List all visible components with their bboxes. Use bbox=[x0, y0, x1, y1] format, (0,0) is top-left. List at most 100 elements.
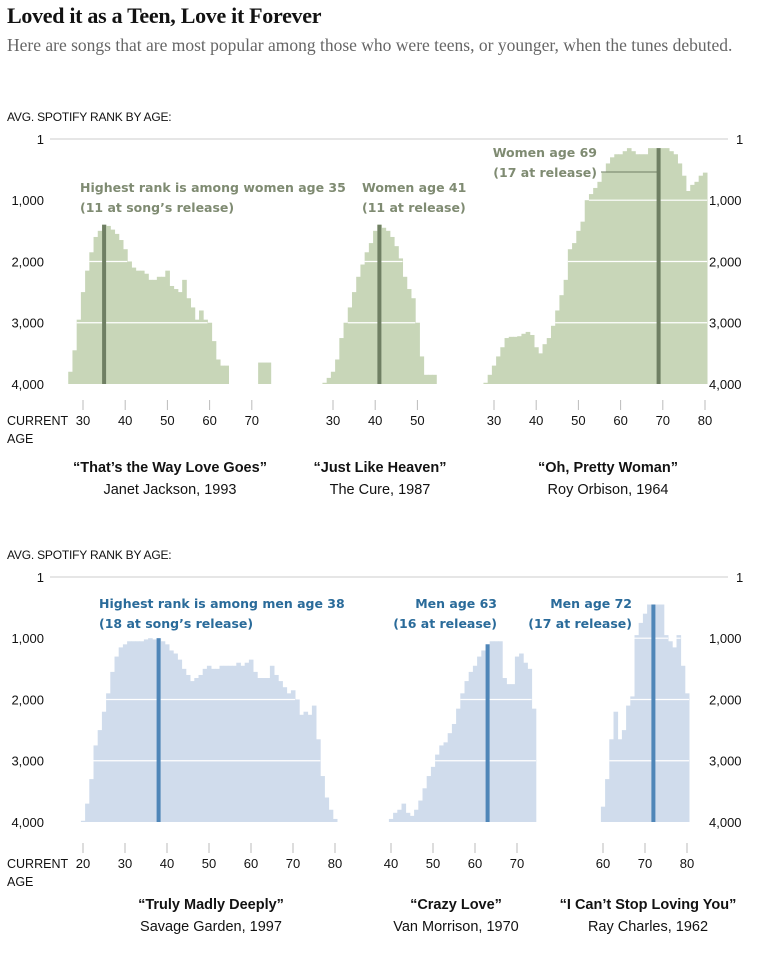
bar-age-31 bbox=[496, 356, 501, 384]
x-tick-label: 40 bbox=[384, 856, 398, 871]
bar-age-54 bbox=[182, 279, 187, 384]
bar-age-65 bbox=[621, 730, 627, 822]
bar-age-56 bbox=[190, 307, 196, 384]
bar-age-43 bbox=[546, 338, 552, 384]
bar-age-49 bbox=[426, 776, 432, 822]
x-tick-label: 70 bbox=[286, 856, 300, 871]
bar-age-39 bbox=[368, 243, 374, 384]
bar-age-48 bbox=[406, 289, 412, 384]
y-tick-label: 2,000 bbox=[11, 254, 44, 269]
bar-age-61 bbox=[211, 341, 217, 384]
bar-age-33 bbox=[504, 338, 510, 384]
bar-age-60 bbox=[248, 659, 254, 822]
song-artist: Van Morrison, 1970 bbox=[393, 919, 518, 935]
y-tick-label: 2,000 bbox=[11, 692, 44, 707]
bar-age-44 bbox=[405, 812, 411, 822]
bar-age-49 bbox=[572, 243, 577, 384]
bar-age-58 bbox=[610, 157, 615, 384]
bar-age-32 bbox=[500, 347, 505, 384]
x-axis-title: AGE bbox=[7, 875, 33, 889]
section-label-men: AVG. SPOTIFY RANK BY AGE: bbox=[7, 548, 172, 562]
bar-age-63 bbox=[631, 151, 636, 384]
bar-age-32 bbox=[339, 338, 344, 384]
annotation-line-1: Men age 72 bbox=[550, 596, 632, 611]
bar-age-36 bbox=[356, 276, 361, 384]
x-tick-label: 60 bbox=[613, 413, 627, 428]
bar-age-73 bbox=[673, 154, 678, 384]
bar-age-39 bbox=[118, 240, 124, 384]
bar-age-78 bbox=[324, 797, 330, 822]
x-tick-label: 50 bbox=[410, 413, 424, 428]
bar-age-63 bbox=[613, 711, 619, 822]
y-axis-right-women: 1 1,000 2,000 3,000 4,000 bbox=[709, 132, 743, 392]
bar-age-58 bbox=[464, 681, 470, 822]
bar-age-33 bbox=[343, 322, 349, 384]
x-tick-label: 50 bbox=[426, 856, 440, 871]
bar-age-21 bbox=[85, 803, 90, 822]
bar-age-20 bbox=[80, 820, 86, 822]
bar-age-53 bbox=[177, 292, 183, 384]
bar-age-68 bbox=[652, 148, 657, 384]
annotation-line-2: (11 at song’s release) bbox=[80, 200, 234, 215]
bar-age-71 bbox=[647, 604, 652, 822]
x-tick-label: 40 bbox=[368, 413, 382, 428]
bar-age-60 bbox=[207, 322, 213, 384]
bar-age-49 bbox=[202, 668, 208, 822]
bar-age-63 bbox=[261, 678, 267, 822]
bar-age-47 bbox=[402, 276, 408, 384]
bar-age-51 bbox=[419, 356, 425, 384]
bar-age-30 bbox=[330, 371, 336, 384]
bar-age-55 bbox=[597, 181, 603, 384]
song-artist: Janet Jackson, 1993 bbox=[103, 482, 236, 498]
bar-age-64 bbox=[635, 154, 640, 384]
bar-age-75 bbox=[681, 175, 687, 384]
bar-age-39 bbox=[160, 641, 166, 822]
bar-age-43 bbox=[135, 270, 141, 384]
bar-age-52 bbox=[173, 289, 179, 384]
bar-age-55 bbox=[227, 665, 233, 822]
song-title: “That’s the Way Love Goes” bbox=[73, 460, 267, 476]
x-tick-label: 60 bbox=[596, 856, 610, 871]
bar-age-58 bbox=[240, 665, 246, 822]
bar-age-44 bbox=[139, 270, 145, 384]
bar-age-53 bbox=[219, 665, 225, 822]
bar-age-51 bbox=[169, 285, 175, 384]
bar-age-44 bbox=[181, 668, 187, 822]
bar-age-56 bbox=[232, 665, 237, 822]
bar-age-66 bbox=[498, 641, 503, 822]
x-tick-label: 80 bbox=[328, 856, 342, 871]
annotation-line-2: (17 at release) bbox=[528, 616, 632, 631]
bar-age-54 bbox=[447, 733, 453, 822]
bar-age-60 bbox=[472, 665, 478, 822]
bar-age-79 bbox=[698, 175, 704, 384]
bar-age-62 bbox=[481, 650, 486, 822]
x-tick-label: 70 bbox=[510, 856, 524, 871]
bar-age-39 bbox=[529, 334, 535, 384]
bar-age-29 bbox=[487, 374, 493, 384]
bar-age-28 bbox=[322, 382, 328, 384]
bar-age-62 bbox=[257, 678, 262, 822]
bar-age-53 bbox=[427, 374, 433, 384]
bar-age-50 bbox=[576, 230, 581, 384]
bar-age-45 bbox=[394, 246, 399, 384]
song-title: “Oh, Pretty Woman” bbox=[538, 460, 678, 476]
bar-age-34 bbox=[139, 641, 145, 822]
bar-age-69 bbox=[638, 622, 644, 822]
bar-age-34 bbox=[97, 230, 103, 384]
bar-age-79 bbox=[328, 809, 334, 822]
bar-age-68 bbox=[506, 684, 512, 822]
bar-age-30 bbox=[80, 292, 86, 384]
annotation-line-1: Highest rank is among men age 38 bbox=[99, 596, 345, 611]
bar-age-48 bbox=[198, 674, 204, 822]
bar-age-76 bbox=[686, 191, 691, 384]
bar-age-57 bbox=[194, 319, 200, 384]
bar-age-67 bbox=[648, 148, 653, 384]
bar-age-54 bbox=[432, 374, 437, 384]
bar-age-47 bbox=[152, 279, 158, 384]
bar-age-33 bbox=[93, 236, 99, 384]
y-tick-label: 4,000 bbox=[11, 815, 44, 830]
bar-age-59 bbox=[244, 662, 250, 822]
annotation-line-2: (16 at release) bbox=[393, 616, 497, 631]
bar-age-64 bbox=[265, 678, 271, 822]
x-tick-label: 60 bbox=[202, 413, 216, 428]
